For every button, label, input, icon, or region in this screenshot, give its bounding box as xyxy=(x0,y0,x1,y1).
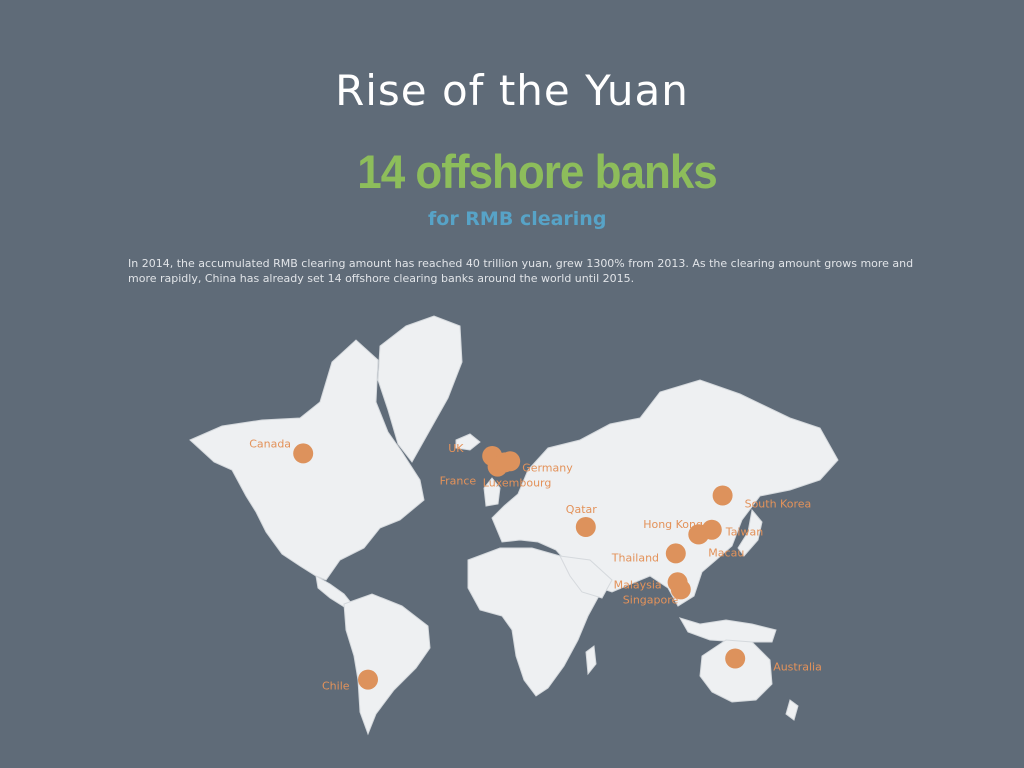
bank-marker-chile xyxy=(358,669,378,690)
intro-paragraph: In 2014, the accumulated RMB clearing am… xyxy=(128,257,914,285)
indonesia-landmass xyxy=(678,617,777,643)
bank-marker-luxembourg xyxy=(494,452,515,473)
bank-marker-australia xyxy=(725,648,746,669)
bank-label-taiwan: Taiwan xyxy=(725,526,763,539)
bank-label-france: France xyxy=(440,475,477,488)
bank-marker-qatar xyxy=(575,517,596,537)
greenland-landmass xyxy=(377,315,463,463)
british-isles-landmass xyxy=(483,477,501,507)
bank-label-chile: Chile xyxy=(322,680,350,693)
bank-label-luxembourg: Luxembourg xyxy=(483,476,552,489)
bank-label-australia: Australia xyxy=(773,661,822,674)
bank-marker-thailand xyxy=(665,543,686,564)
bank-marker-singapore xyxy=(670,579,691,600)
bank-marker-macau xyxy=(688,524,709,545)
bank-label-south-korea: South Korea xyxy=(745,498,812,511)
bank-label-singapore: Singapore xyxy=(623,593,679,606)
new-zealand-landmass xyxy=(785,699,799,721)
subheadline: for RMB clearing xyxy=(428,208,607,230)
madagascar-landmass xyxy=(585,645,597,676)
iceland-landmass xyxy=(455,433,481,451)
arabia-landmass xyxy=(559,555,613,599)
headline: 14 offshore banks xyxy=(357,146,718,199)
slide-title: Rise of the Yuan xyxy=(335,66,689,115)
bank-label-macau: Macau xyxy=(708,546,744,559)
japan-landmass xyxy=(737,508,763,557)
africa-landmass xyxy=(467,547,601,697)
bank-label-uk: UK xyxy=(448,442,464,455)
australia-landmass xyxy=(699,639,773,703)
south-america-landmass xyxy=(343,593,431,736)
bank-label-germany: Germany xyxy=(522,461,573,474)
bank-marker-south-korea xyxy=(712,485,733,506)
bank-label-canada: Canada xyxy=(249,437,291,450)
bank-markers: Canada UK Germany France Luxembourg Qatar Hong… xyxy=(249,437,822,692)
bank-label-hong-kong: Hong Kong xyxy=(643,518,703,531)
bank-label-qatar: Qatar xyxy=(566,503,597,516)
bank-label-malaysia: Malaysia xyxy=(614,578,662,591)
bank-marker-canada xyxy=(293,443,314,464)
bank-label-thailand: Thailand xyxy=(611,551,659,564)
